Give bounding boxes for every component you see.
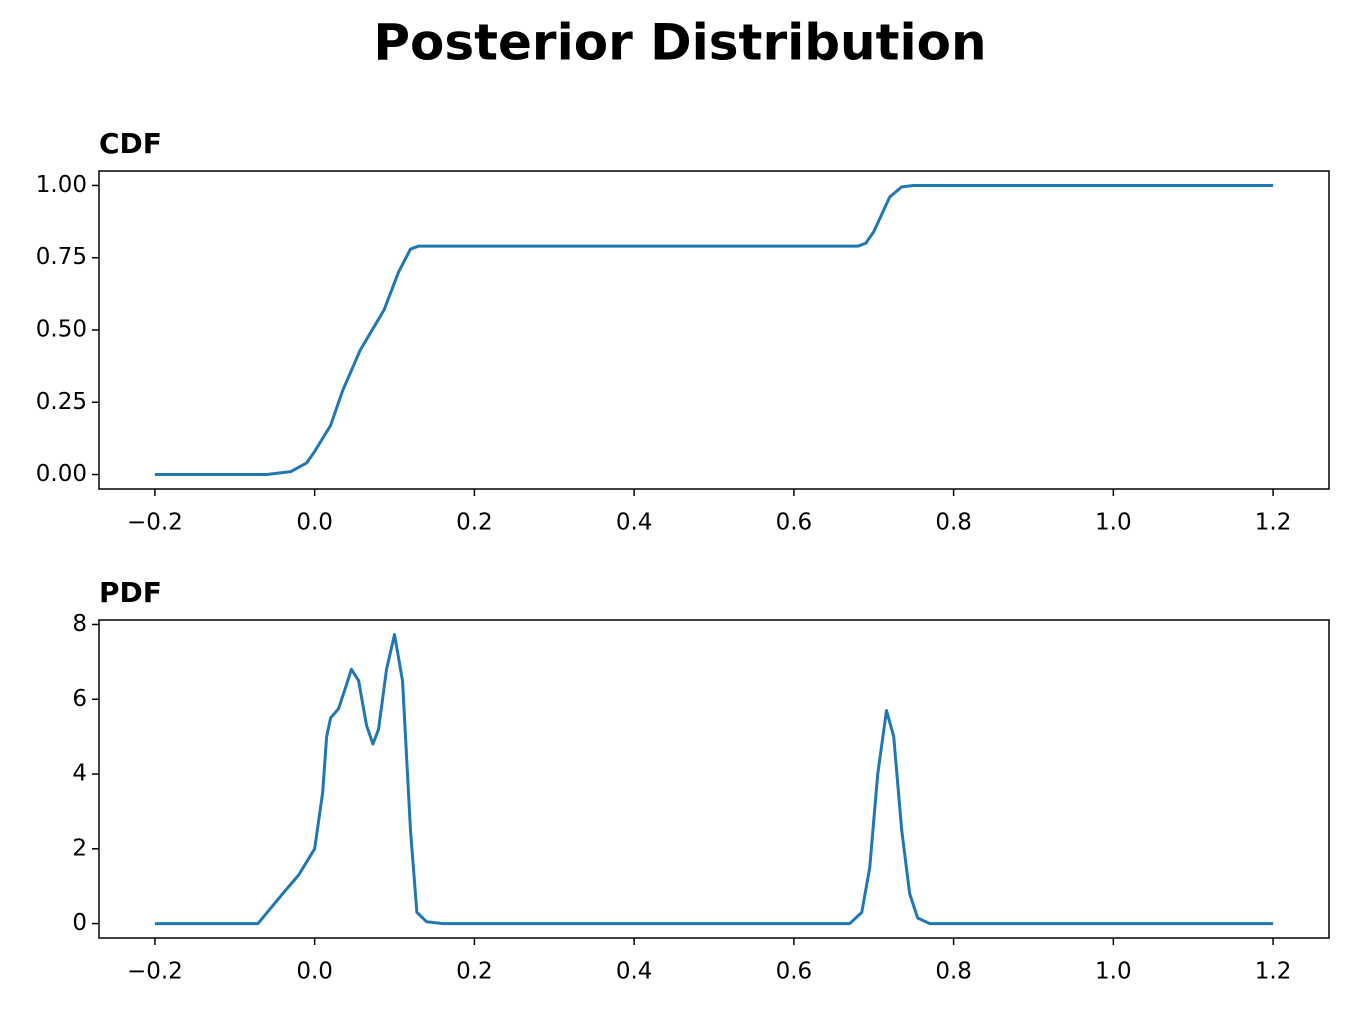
y-tick-label: 8 <box>72 611 87 637</box>
x-tick-label: 0.2 <box>456 959 493 985</box>
x-tick-label: 1.2 <box>1255 959 1292 985</box>
y-tick-label: 2 <box>72 835 87 861</box>
x-tick-label: 1.2 <box>1255 510 1292 536</box>
x-tick-label: 1.0 <box>1095 959 1132 985</box>
x-tick-label: 0.4 <box>616 959 653 985</box>
subplot-title: PDF <box>99 576 162 609</box>
y-tick-label: 6 <box>72 686 87 712</box>
line <box>154 633 1274 926</box>
y-tick-label: 0.25 <box>36 389 87 415</box>
x-tick-label: 0.8 <box>935 510 972 536</box>
y-tick-label: 0.00 <box>36 461 87 487</box>
subplot-title: CDF <box>99 127 162 160</box>
x-tick-label: 0.4 <box>616 510 653 536</box>
axes-frame <box>98 170 1330 490</box>
x-tick-label: −0.2 <box>127 959 183 985</box>
x-tick-label: 0.0 <box>296 510 333 536</box>
y-tick-label: 0.50 <box>36 317 87 343</box>
x-tick-label: 0.6 <box>776 510 813 536</box>
x-tick-label: 1.0 <box>1095 510 1132 536</box>
x-tick-label: −0.2 <box>127 510 183 536</box>
y-tick-label: 4 <box>72 761 87 787</box>
line <box>154 183 1274 477</box>
y-tick-label: 1.00 <box>36 172 87 198</box>
y-tick-label: 0 <box>72 910 87 936</box>
x-tick-label: 0.2 <box>456 510 493 536</box>
axes-frame <box>98 619 1330 939</box>
x-tick-label: 0.0 <box>296 959 333 985</box>
figure-title: Posterior Distribution <box>373 14 986 72</box>
x-tick-label: 0.6 <box>776 959 813 985</box>
x-tick-label: 0.8 <box>935 959 972 985</box>
y-tick-label: 0.75 <box>36 244 87 270</box>
